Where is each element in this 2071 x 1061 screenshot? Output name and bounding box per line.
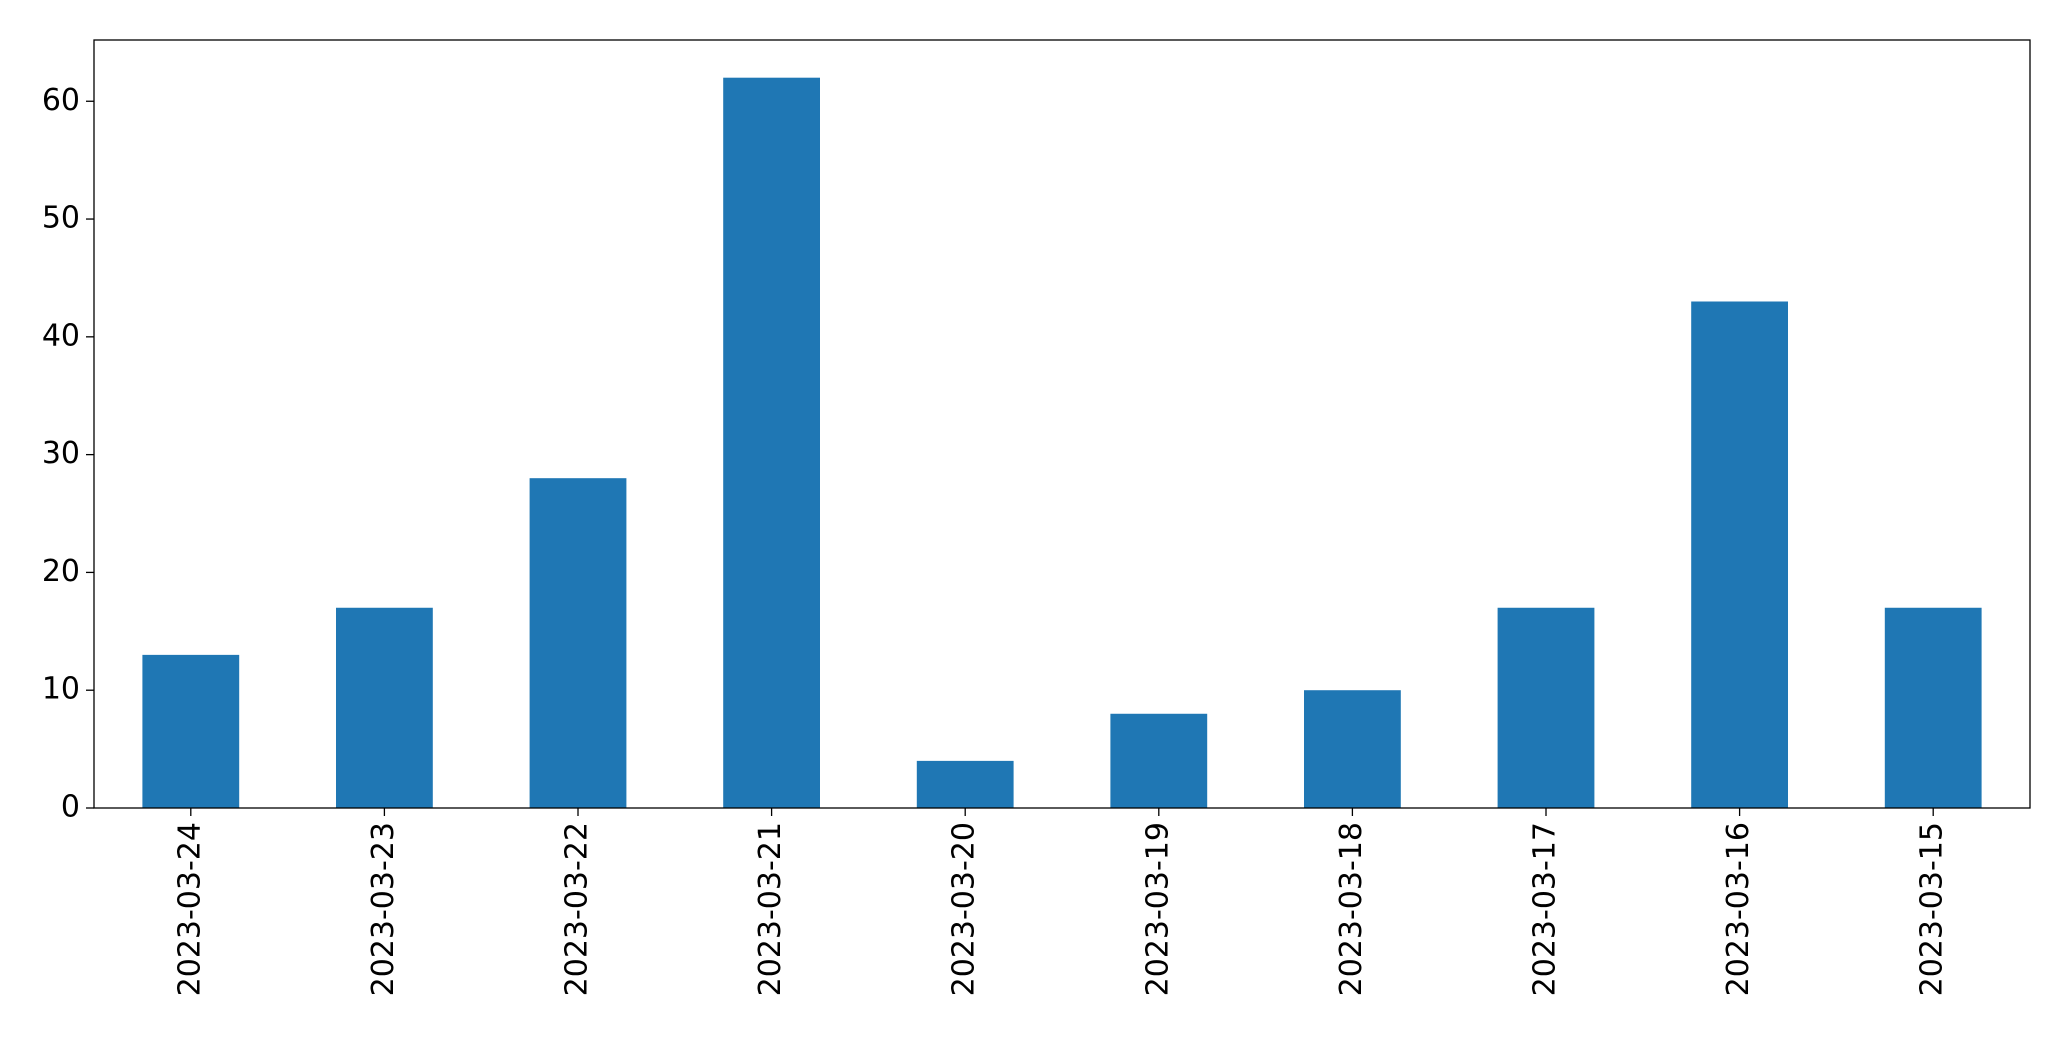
x-tick-label: 2023-03-15 — [1915, 822, 1950, 996]
y-tick-label: 50 — [42, 201, 80, 236]
x-tick-label: 2023-03-17 — [1528, 822, 1563, 996]
bar — [1884, 607, 1982, 808]
x-tick-label: 2023-03-19 — [1140, 822, 1175, 996]
bar — [1110, 713, 1208, 808]
x-tick-label: 2023-03-18 — [1334, 822, 1369, 996]
bar — [1304, 690, 1401, 808]
y-tick-label: 30 — [42, 436, 80, 471]
bar — [1691, 301, 1788, 808]
y-tick-label: 60 — [42, 83, 80, 118]
bar — [1497, 607, 1595, 808]
plot-frame — [93, 39, 2031, 809]
y-tick-label: 40 — [42, 318, 80, 353]
x-tick-label: 2023-03-16 — [1721, 822, 1756, 996]
x-tick-label: 2023-03-20 — [947, 822, 982, 996]
x-tick-label: 2023-03-21 — [753, 822, 788, 996]
bar — [916, 760, 1014, 808]
bar — [336, 607, 433, 808]
x-tick-label: 2023-03-24 — [172, 822, 207, 996]
y-tick-label: 0 — [61, 790, 80, 825]
y-tick-label: 10 — [42, 672, 80, 707]
bar — [723, 77, 820, 809]
y-tick-label: 20 — [42, 554, 80, 589]
x-tick-label: 2023-03-22 — [560, 822, 595, 996]
bar — [142, 654, 240, 808]
bar — [529, 478, 627, 808]
x-tick-label: 2023-03-23 — [366, 822, 401, 996]
